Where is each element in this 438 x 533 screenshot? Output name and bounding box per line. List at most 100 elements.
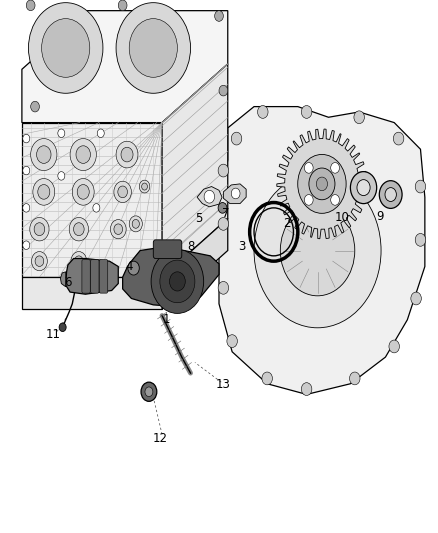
Text: 10: 10 [335,211,350,224]
Polygon shape [277,129,367,239]
Circle shape [304,163,313,173]
Circle shape [97,129,104,138]
Circle shape [141,183,148,190]
Circle shape [69,217,88,241]
Circle shape [26,0,35,11]
Circle shape [231,188,240,199]
Circle shape [139,180,150,193]
Circle shape [31,139,57,171]
Text: 8: 8 [187,240,194,253]
Circle shape [301,106,312,118]
Circle shape [350,172,377,204]
Circle shape [357,180,370,196]
Circle shape [30,217,49,241]
Circle shape [23,166,30,175]
Circle shape [227,335,237,348]
Circle shape [42,19,90,77]
Text: 12: 12 [152,432,167,445]
Circle shape [415,180,426,193]
Circle shape [116,141,138,168]
Polygon shape [219,107,425,394]
Circle shape [309,168,335,200]
Polygon shape [66,259,118,294]
Circle shape [110,220,126,239]
Text: 9: 9 [376,211,384,223]
Circle shape [77,184,89,199]
Text: 3: 3 [238,240,245,253]
Circle shape [114,224,123,235]
Circle shape [393,132,404,145]
Circle shape [385,188,396,201]
Circle shape [354,111,364,124]
Circle shape [170,272,185,291]
Circle shape [23,134,30,143]
Circle shape [218,217,229,230]
Text: 6: 6 [64,276,72,289]
Circle shape [215,11,223,21]
Circle shape [114,181,131,203]
Circle shape [32,252,47,271]
Circle shape [121,147,133,162]
Circle shape [160,260,195,303]
Circle shape [331,163,339,173]
Circle shape [231,132,242,145]
Circle shape [74,223,84,236]
Circle shape [254,173,381,328]
Text: 5: 5 [196,212,203,225]
Circle shape [72,179,94,205]
Circle shape [350,372,360,385]
Circle shape [298,155,346,213]
Polygon shape [123,248,219,306]
Circle shape [128,261,139,275]
Circle shape [37,146,51,163]
Circle shape [151,249,204,313]
Polygon shape [162,64,228,277]
Circle shape [304,195,313,205]
Circle shape [204,190,215,203]
Circle shape [301,383,312,395]
Circle shape [58,172,65,180]
Circle shape [118,0,127,11]
Circle shape [76,146,90,163]
Text: 13: 13 [216,378,231,391]
Circle shape [58,129,65,138]
Polygon shape [22,277,162,309]
Circle shape [145,387,153,397]
Circle shape [316,177,328,191]
Circle shape [23,241,30,249]
Circle shape [118,186,127,198]
Circle shape [23,204,30,212]
FancyBboxPatch shape [91,260,99,293]
Circle shape [28,3,103,93]
Circle shape [331,195,339,205]
FancyBboxPatch shape [99,260,108,293]
Text: 7: 7 [222,207,230,220]
Circle shape [280,205,355,296]
FancyBboxPatch shape [153,240,182,259]
Circle shape [33,179,55,205]
Circle shape [218,281,229,294]
Circle shape [31,101,39,112]
Circle shape [219,85,228,96]
Text: 2: 2 [283,217,291,230]
Polygon shape [162,219,228,309]
Circle shape [415,233,426,246]
Circle shape [59,323,66,332]
Circle shape [141,382,157,401]
Circle shape [35,256,44,266]
Circle shape [379,181,402,208]
Circle shape [116,3,191,93]
Polygon shape [22,123,162,277]
Circle shape [218,164,229,177]
Circle shape [71,252,87,271]
Circle shape [389,340,399,353]
Circle shape [262,372,272,385]
Circle shape [129,19,177,77]
Polygon shape [22,11,228,123]
Circle shape [38,184,50,199]
Circle shape [132,220,139,228]
Circle shape [411,292,421,305]
Text: 11: 11 [46,328,61,341]
Circle shape [34,223,45,236]
Circle shape [258,106,268,118]
